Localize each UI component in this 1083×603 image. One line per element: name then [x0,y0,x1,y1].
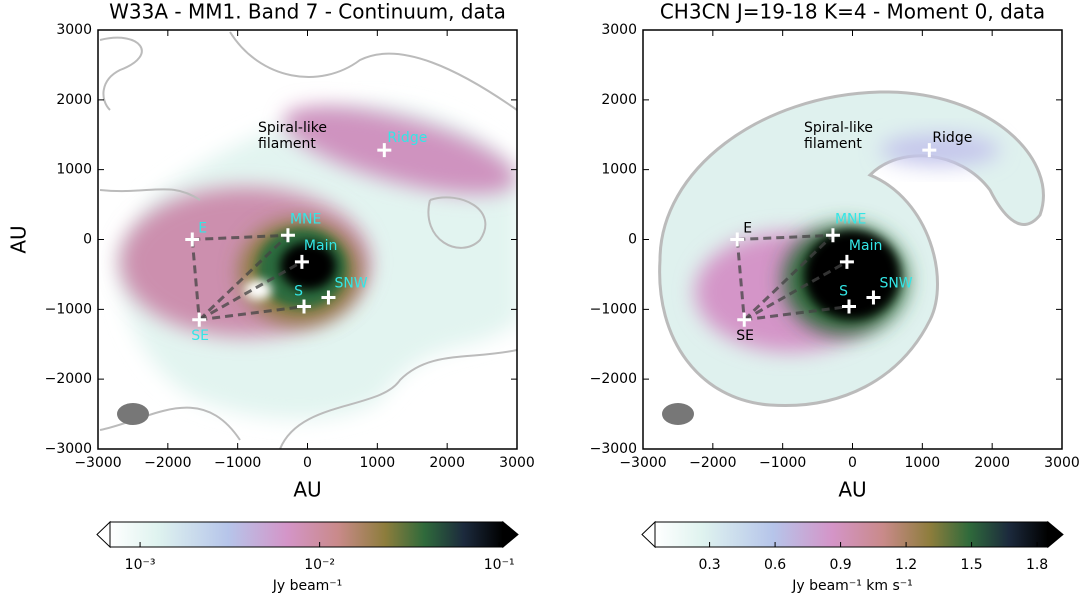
dashed-link [735,239,746,320]
x-tick-label: −2000 [144,455,191,471]
colorbar-extend-high [1047,520,1064,549]
y-axis-label: AU [7,225,31,253]
source-marker [866,290,881,305]
source-marker [280,228,295,243]
source-marker [842,299,857,314]
x-tick-label: 3000 [499,455,535,471]
source-label: SNW [879,275,912,291]
colorbar-tick-label: 0.9 [829,557,851,573]
source-label: E [198,221,207,237]
colorbar-extend-high [502,520,519,549]
x-tick-label: 3000 [1044,455,1080,471]
source-label: Main [849,238,882,254]
x-tick-label: 0 [848,455,857,471]
source-marker [192,312,207,327]
source-marker [294,254,309,269]
source-marker [825,228,840,243]
colorbar-tick-label: 0.6 [764,557,786,573]
colorbar-tick-label: 10⁻² [304,557,335,573]
source-label: S [294,284,303,300]
annotation: Spiral-like [804,120,873,136]
source-label: SE [736,328,754,344]
colorbar-tick-label: 10⁻¹ [484,557,515,573]
source-marker [730,232,745,247]
dashed-link [198,234,289,321]
x-tick-label: −3000 [74,455,121,471]
y-tick-label: −1000 [45,301,92,317]
dashed-link [743,234,834,321]
y-tick-label: −3000 [590,441,637,457]
dashed-link [743,260,848,322]
image [98,30,517,449]
annotation: filament [804,136,862,152]
source-label: SE [191,328,209,344]
colorbar-extend-low [641,520,656,549]
x-tick-label: 2000 [429,455,465,471]
x-tick-label: 1000 [905,455,941,471]
colorbar-extend-low [96,520,111,549]
source-marker [922,143,937,158]
panel-title: CH3CN J=19-18 K=4 - Moment 0, data [660,0,1045,24]
source-label: SNW [334,275,367,291]
colorbar [109,521,504,548]
colorbar-label: Jy beam⁻¹ km s⁻¹ [791,578,913,594]
x-axis-label: AU [838,478,866,502]
source-marker [185,232,200,247]
y-tick-label: 0 [628,232,637,248]
dashed-link [198,260,303,322]
y-tick-label: 2000 [601,92,637,108]
source-marker [737,312,752,327]
image [643,30,1062,449]
x-tick-label: −2000 [689,455,736,471]
x-axis-label: AU [293,478,321,502]
source-label: Ridge [387,130,427,146]
y-tick-label: 0 [83,232,92,248]
source-label: Main [304,238,337,254]
source-marker [839,254,854,269]
annotation: Spiral-like [258,120,327,136]
y-tick-label: 3000 [56,22,92,38]
y-tick-label: −1000 [590,301,637,317]
source-label: S [839,284,848,300]
source-marker [377,143,392,158]
colorbar-tick-label: 1.8 [1026,557,1048,573]
x-tick-label: −1000 [214,455,261,471]
y-tick-label: 1000 [601,162,637,178]
dashed-link [192,233,289,241]
source-label: E [743,221,752,237]
x-tick-label: 0 [303,455,312,471]
y-tick-label: 3000 [601,22,637,38]
colorbar [654,521,1049,548]
source-marker [297,299,312,314]
panel-title: W33A - MM1. Band 7 - Continuum, data [109,0,506,24]
colorbar-tick-label: 0.3 [698,557,720,573]
dashed-link [744,305,850,322]
colorbar-tick-label: 10⁻³ [125,557,156,573]
source-label: Ridge [932,130,972,146]
y-tick-label: 2000 [56,92,92,108]
annotation: filament [258,136,316,152]
x-tick-label: −3000 [619,455,666,471]
y-tick-label: −2000 [590,371,637,387]
x-tick-label: −1000 [759,455,806,471]
colorbar-tick-label: 1.2 [895,557,917,573]
dashed-link [737,233,834,241]
x-tick-label: 2000 [974,455,1010,471]
y-tick-label: 1000 [56,162,92,178]
colorbar-label: Jy beam⁻¹ [272,578,343,594]
dashed-link [199,305,305,322]
dashed-link [190,239,201,320]
source-marker [321,290,336,305]
source-label: MNE [835,211,866,227]
x-tick-label: 1000 [360,455,396,471]
y-tick-label: −2000 [45,371,92,387]
y-tick-label: −3000 [45,441,92,457]
colorbar-tick-label: 1.5 [960,557,982,573]
source-label: MNE [290,211,321,227]
